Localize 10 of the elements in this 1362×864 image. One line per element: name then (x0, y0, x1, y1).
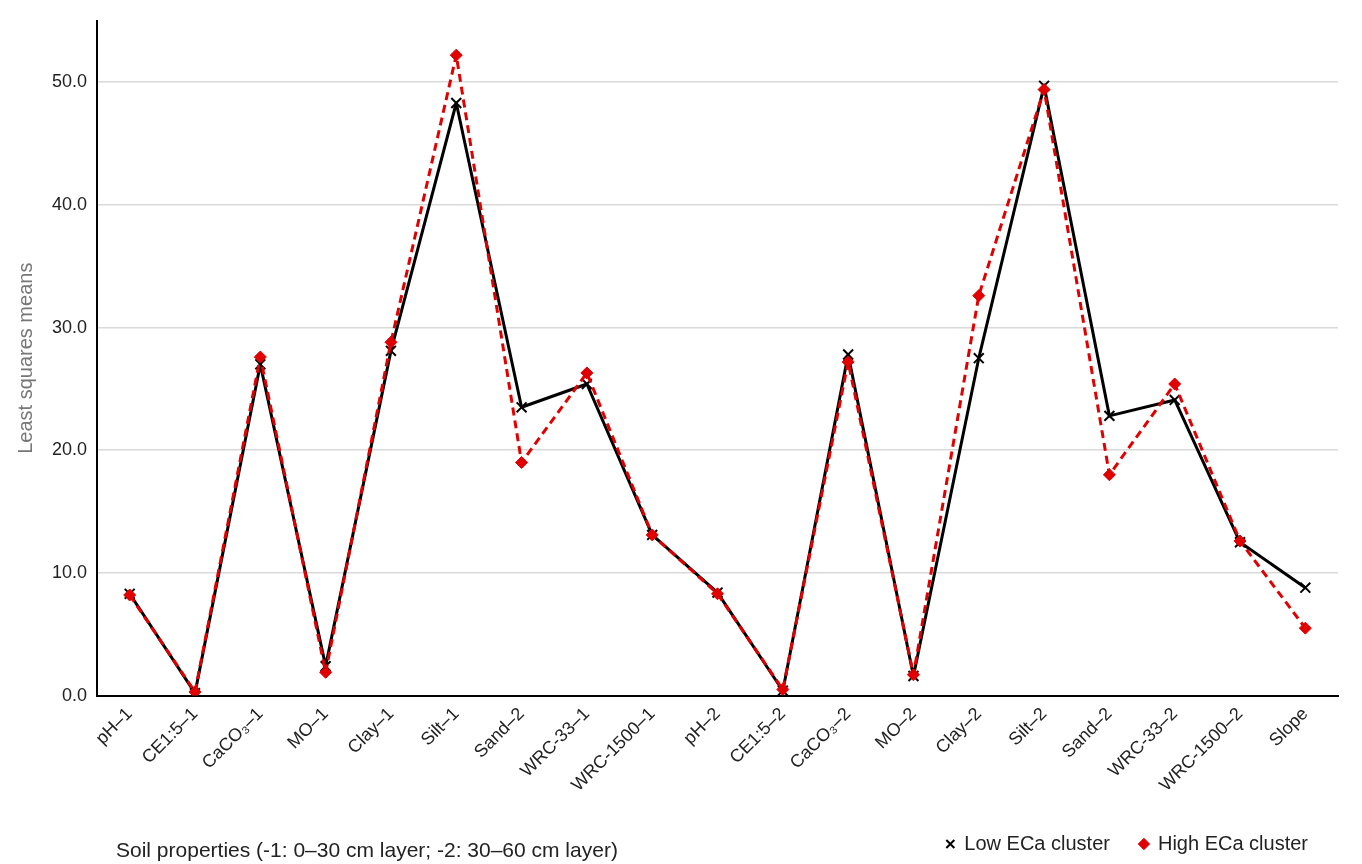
y-tick-label: 50.0 (51, 71, 88, 92)
legend-label: Low ECa cluster (964, 831, 1111, 854)
legend-label: High ECa cluster (1157, 831, 1309, 854)
y-axis-title: Least squares means (13, 262, 36, 454)
y-tick-label: 0.0 (62, 684, 88, 705)
x-axis-title: Soil properties (-1: 0–30 cm layer; -2: 30–60 cm layer) (116, 838, 618, 862)
y-tick-label: 10.0 (51, 561, 88, 582)
y-tick-label: 30.0 (51, 316, 88, 337)
y-tick-label: 40.0 (51, 193, 88, 214)
y-tick-label: 20.0 (51, 439, 88, 460)
